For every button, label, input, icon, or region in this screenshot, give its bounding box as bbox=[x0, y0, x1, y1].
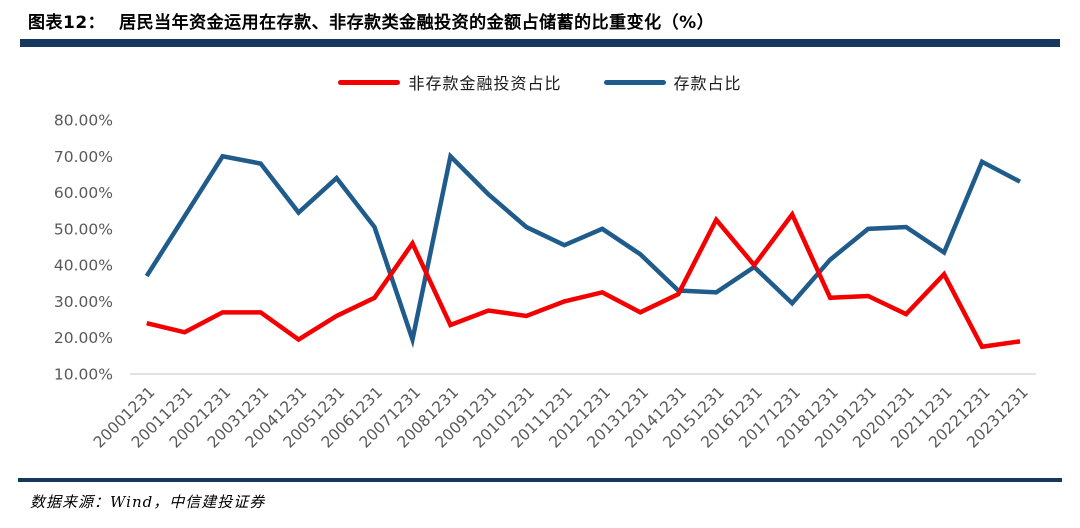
data-source-text: 数据来源：Wind，中信建投证券 bbox=[30, 493, 266, 511]
legend-item-nondeposit: 非存款金融投资占比 bbox=[338, 70, 561, 94]
nondeposit-line-swatch bbox=[338, 79, 401, 85]
y-tick-label: 80.00% bbox=[54, 112, 113, 130]
line-chart: 80.00% 70.00% 60.00% 50.00% 40.00% 30.00% 20.0… bbox=[54, 112, 1036, 452]
series-line-0 bbox=[146, 209, 1021, 350]
y-tick-label: 70.00% bbox=[54, 148, 113, 166]
legend-label-deposit: 存款占比 bbox=[673, 74, 742, 93]
footer-divider-bar bbox=[18, 478, 1062, 482]
figure-title: 居民当年资金运用在存款、非存款类金融投资的金额占储蓄的比重变化（%） bbox=[119, 13, 715, 33]
y-tick-label: 10.00% bbox=[54, 366, 113, 384]
chart-legend: 非存款金融投资占比 存款占比 bbox=[0, 70, 1080, 94]
y-tick-label: 50.00% bbox=[54, 220, 113, 238]
y-tick-label: 20.00% bbox=[54, 329, 113, 347]
series-line-1 bbox=[144, 151, 1022, 349]
figure-header: 图表12： 居民当年资金运用在存款、非存款类金融投资的金额占储蓄的比重变化（%） bbox=[28, 8, 1060, 33]
y-tick-label: 60.00% bbox=[54, 184, 113, 202]
y-tick-label: 30.00% bbox=[54, 293, 113, 311]
figure-number-label: 图表12： bbox=[28, 13, 106, 33]
y-tick-label: 40.00% bbox=[54, 257, 113, 275]
title-divider-bar bbox=[20, 39, 1060, 47]
legend-item-deposit: 存款占比 bbox=[603, 70, 742, 94]
deposit-line-swatch bbox=[603, 79, 666, 85]
legend-label-nondeposit: 非存款金融投资占比 bbox=[408, 74, 562, 93]
